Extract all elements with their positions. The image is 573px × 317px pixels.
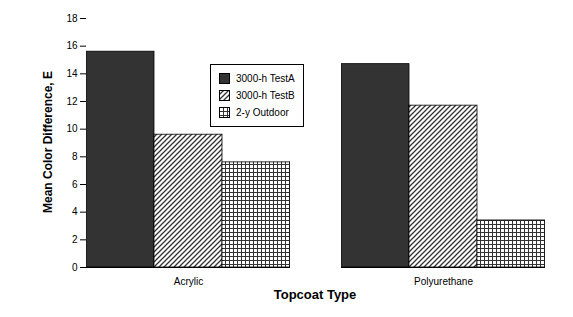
svg-text:6: 6 [72,179,78,190]
svg-text:2: 2 [72,234,78,245]
svg-text:10: 10 [66,123,78,134]
svg-text:14: 14 [66,68,78,79]
svg-text:8: 8 [72,151,78,162]
svg-text:4: 4 [72,206,78,217]
svg-text:18: 18 [66,13,78,24]
svg-text:12: 12 [66,96,78,107]
html-text:3000-h TestB: 3000-h TestB [236,90,295,101]
html-text:Mean Color Difference, E: Mean Color Difference, E [41,71,55,213]
html-text:Topcoat Type: Topcoat Type [273,287,357,302]
svg-text:0: 0 [72,262,78,273]
svg-text:Acrylic: Acrylic [174,276,203,287]
html-text:2-y Outdoor: 2-y Outdoor [236,107,289,118]
html-text:3000-h TestA: 3000-h TestA [236,73,295,84]
svg-text:16: 16 [66,40,78,51]
svg-text:Polyurethane: Polyurethane [414,276,473,287]
